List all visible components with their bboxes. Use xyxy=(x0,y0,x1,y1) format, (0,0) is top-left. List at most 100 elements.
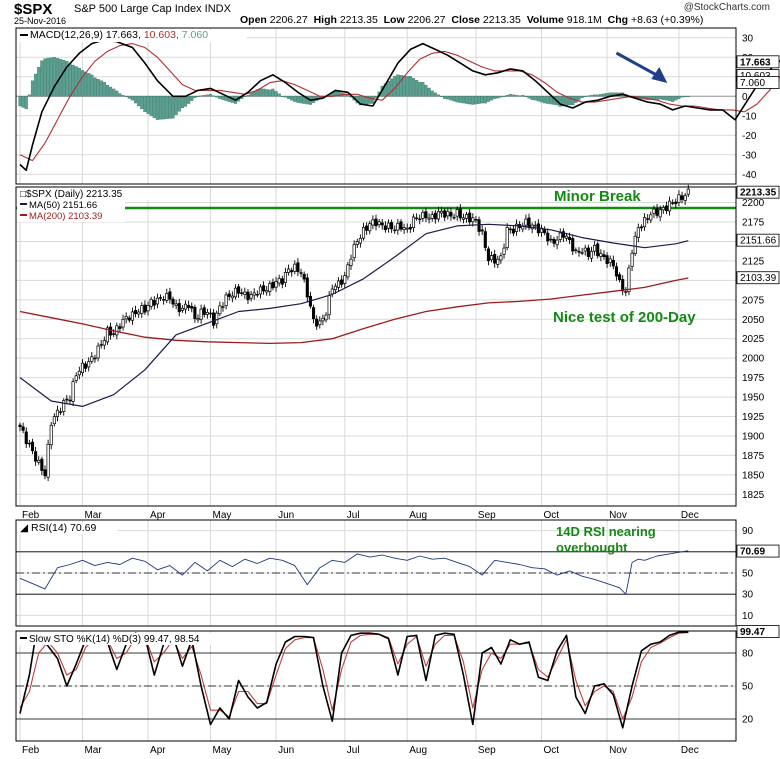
macd-histogram-bar xyxy=(474,96,478,105)
month-tick-label: Mar xyxy=(84,510,102,521)
candle-body xyxy=(577,250,581,253)
macd-histogram-bar xyxy=(208,94,213,97)
month-tick-label: Jul xyxy=(347,745,360,756)
candle-body xyxy=(105,327,109,343)
rsi-tick-label: 10 xyxy=(742,611,754,622)
macd-histogram-bar xyxy=(571,96,575,106)
macd-histogram-bar xyxy=(589,95,594,97)
macd-histogram-bar xyxy=(109,86,113,97)
candle-body xyxy=(218,305,222,315)
candle-body xyxy=(355,241,359,245)
candle-body xyxy=(486,248,490,262)
candle-body xyxy=(271,281,275,289)
candle-body xyxy=(133,309,138,315)
candle-body xyxy=(46,443,50,478)
macd-histogram-bar xyxy=(290,96,294,101)
candle-body xyxy=(258,286,263,295)
macd-histogram-bar xyxy=(283,96,287,98)
candle-body xyxy=(461,217,465,220)
macd-histogram-bar xyxy=(21,96,25,108)
macd-histogram-bar xyxy=(683,96,687,97)
macd-histogram-bar xyxy=(580,96,584,98)
macd-histogram-bar xyxy=(90,74,94,97)
macd-histogram-bar xyxy=(446,96,450,100)
macd-histogram-bar xyxy=(530,96,534,100)
macd-histogram-bar xyxy=(658,96,662,100)
candle-body xyxy=(552,238,556,244)
candle-body xyxy=(621,279,625,292)
macd-histogram-bar xyxy=(661,96,665,100)
candle-body xyxy=(649,214,653,221)
month-tick-label: Apr xyxy=(150,510,166,521)
macd-histogram-bar xyxy=(243,96,247,97)
macd-histogram-bar xyxy=(268,89,272,97)
macd-histogram-bar xyxy=(561,96,565,107)
rsi-tick-label: 30 xyxy=(742,590,754,601)
candle-body xyxy=(424,211,428,219)
candle-body xyxy=(446,211,450,217)
macd-histogram-bar xyxy=(158,96,163,120)
macd-histogram-bar xyxy=(30,80,35,97)
month-tick-label: May xyxy=(212,510,231,521)
sto-last-value: 99.47 xyxy=(740,627,765,638)
open-label: Open xyxy=(240,14,267,26)
candle-body xyxy=(543,229,547,234)
macd-histogram-bar xyxy=(390,78,394,97)
macd-histogram-bar xyxy=(365,96,369,105)
macd-histogram-bar xyxy=(130,96,134,101)
macd-histogram-bar xyxy=(171,96,175,119)
candle-body xyxy=(280,278,284,285)
price-tick-label: 1875 xyxy=(742,451,765,462)
macd-histogram-bar xyxy=(99,80,103,97)
macd-histogram-bar xyxy=(299,96,303,104)
candle-body xyxy=(636,227,640,238)
macd-histogram-bar xyxy=(118,93,122,97)
macd-histogram-bar xyxy=(524,96,528,97)
macd-histogram-bar xyxy=(193,96,197,98)
arrow-icon xyxy=(615,51,660,78)
macd-histogram-bar xyxy=(74,66,78,97)
macd-histogram-bar xyxy=(674,96,678,101)
candle-body xyxy=(137,311,141,315)
candle-body xyxy=(262,285,266,292)
macd-histogram-bar xyxy=(405,76,409,97)
candle-body xyxy=(368,223,372,232)
candle-body xyxy=(558,232,562,240)
macd-histogram-bar xyxy=(180,96,184,109)
candle-body xyxy=(380,222,384,226)
candle-body xyxy=(237,286,241,294)
volume-label: Volume xyxy=(526,14,564,26)
macd-histogram-bar xyxy=(433,92,437,97)
minor-break-annotation: Minor Break xyxy=(554,188,641,205)
candle-body xyxy=(433,212,437,220)
macd-histogram-bar xyxy=(518,95,522,97)
candle-body xyxy=(27,442,31,445)
panel-frames xyxy=(15,27,737,742)
candle-body xyxy=(49,424,53,446)
candle-body xyxy=(115,325,119,336)
macd-histogram-bar xyxy=(49,57,53,97)
candle-body xyxy=(674,201,678,205)
candle-body xyxy=(436,211,441,220)
change-value: +8.63 (+0.39%) xyxy=(631,14,704,26)
candle-body xyxy=(130,311,134,321)
candle-body xyxy=(496,258,500,265)
macd-histogram-bar xyxy=(449,96,453,101)
macd-last-value-box xyxy=(736,55,780,69)
candle-body xyxy=(34,451,38,462)
candle-body xyxy=(418,218,422,221)
candle-body xyxy=(290,270,294,273)
macd-legend-part: 17.663, xyxy=(103,29,141,41)
candle-body xyxy=(458,208,462,219)
candle-body xyxy=(177,303,181,313)
macd-tick-label: -10 xyxy=(742,111,757,122)
macd-histogram-bar xyxy=(533,96,537,101)
legend-background xyxy=(17,188,167,200)
candle-body xyxy=(299,272,303,274)
candle-body xyxy=(196,318,200,321)
candle-body xyxy=(255,293,259,296)
candle-body xyxy=(287,268,291,273)
macd-histogram-bar xyxy=(255,89,259,97)
axis-labels: 3020100-10-20-30-4017.66310.6037.0602200… xyxy=(22,33,780,756)
candle-body xyxy=(455,209,459,217)
